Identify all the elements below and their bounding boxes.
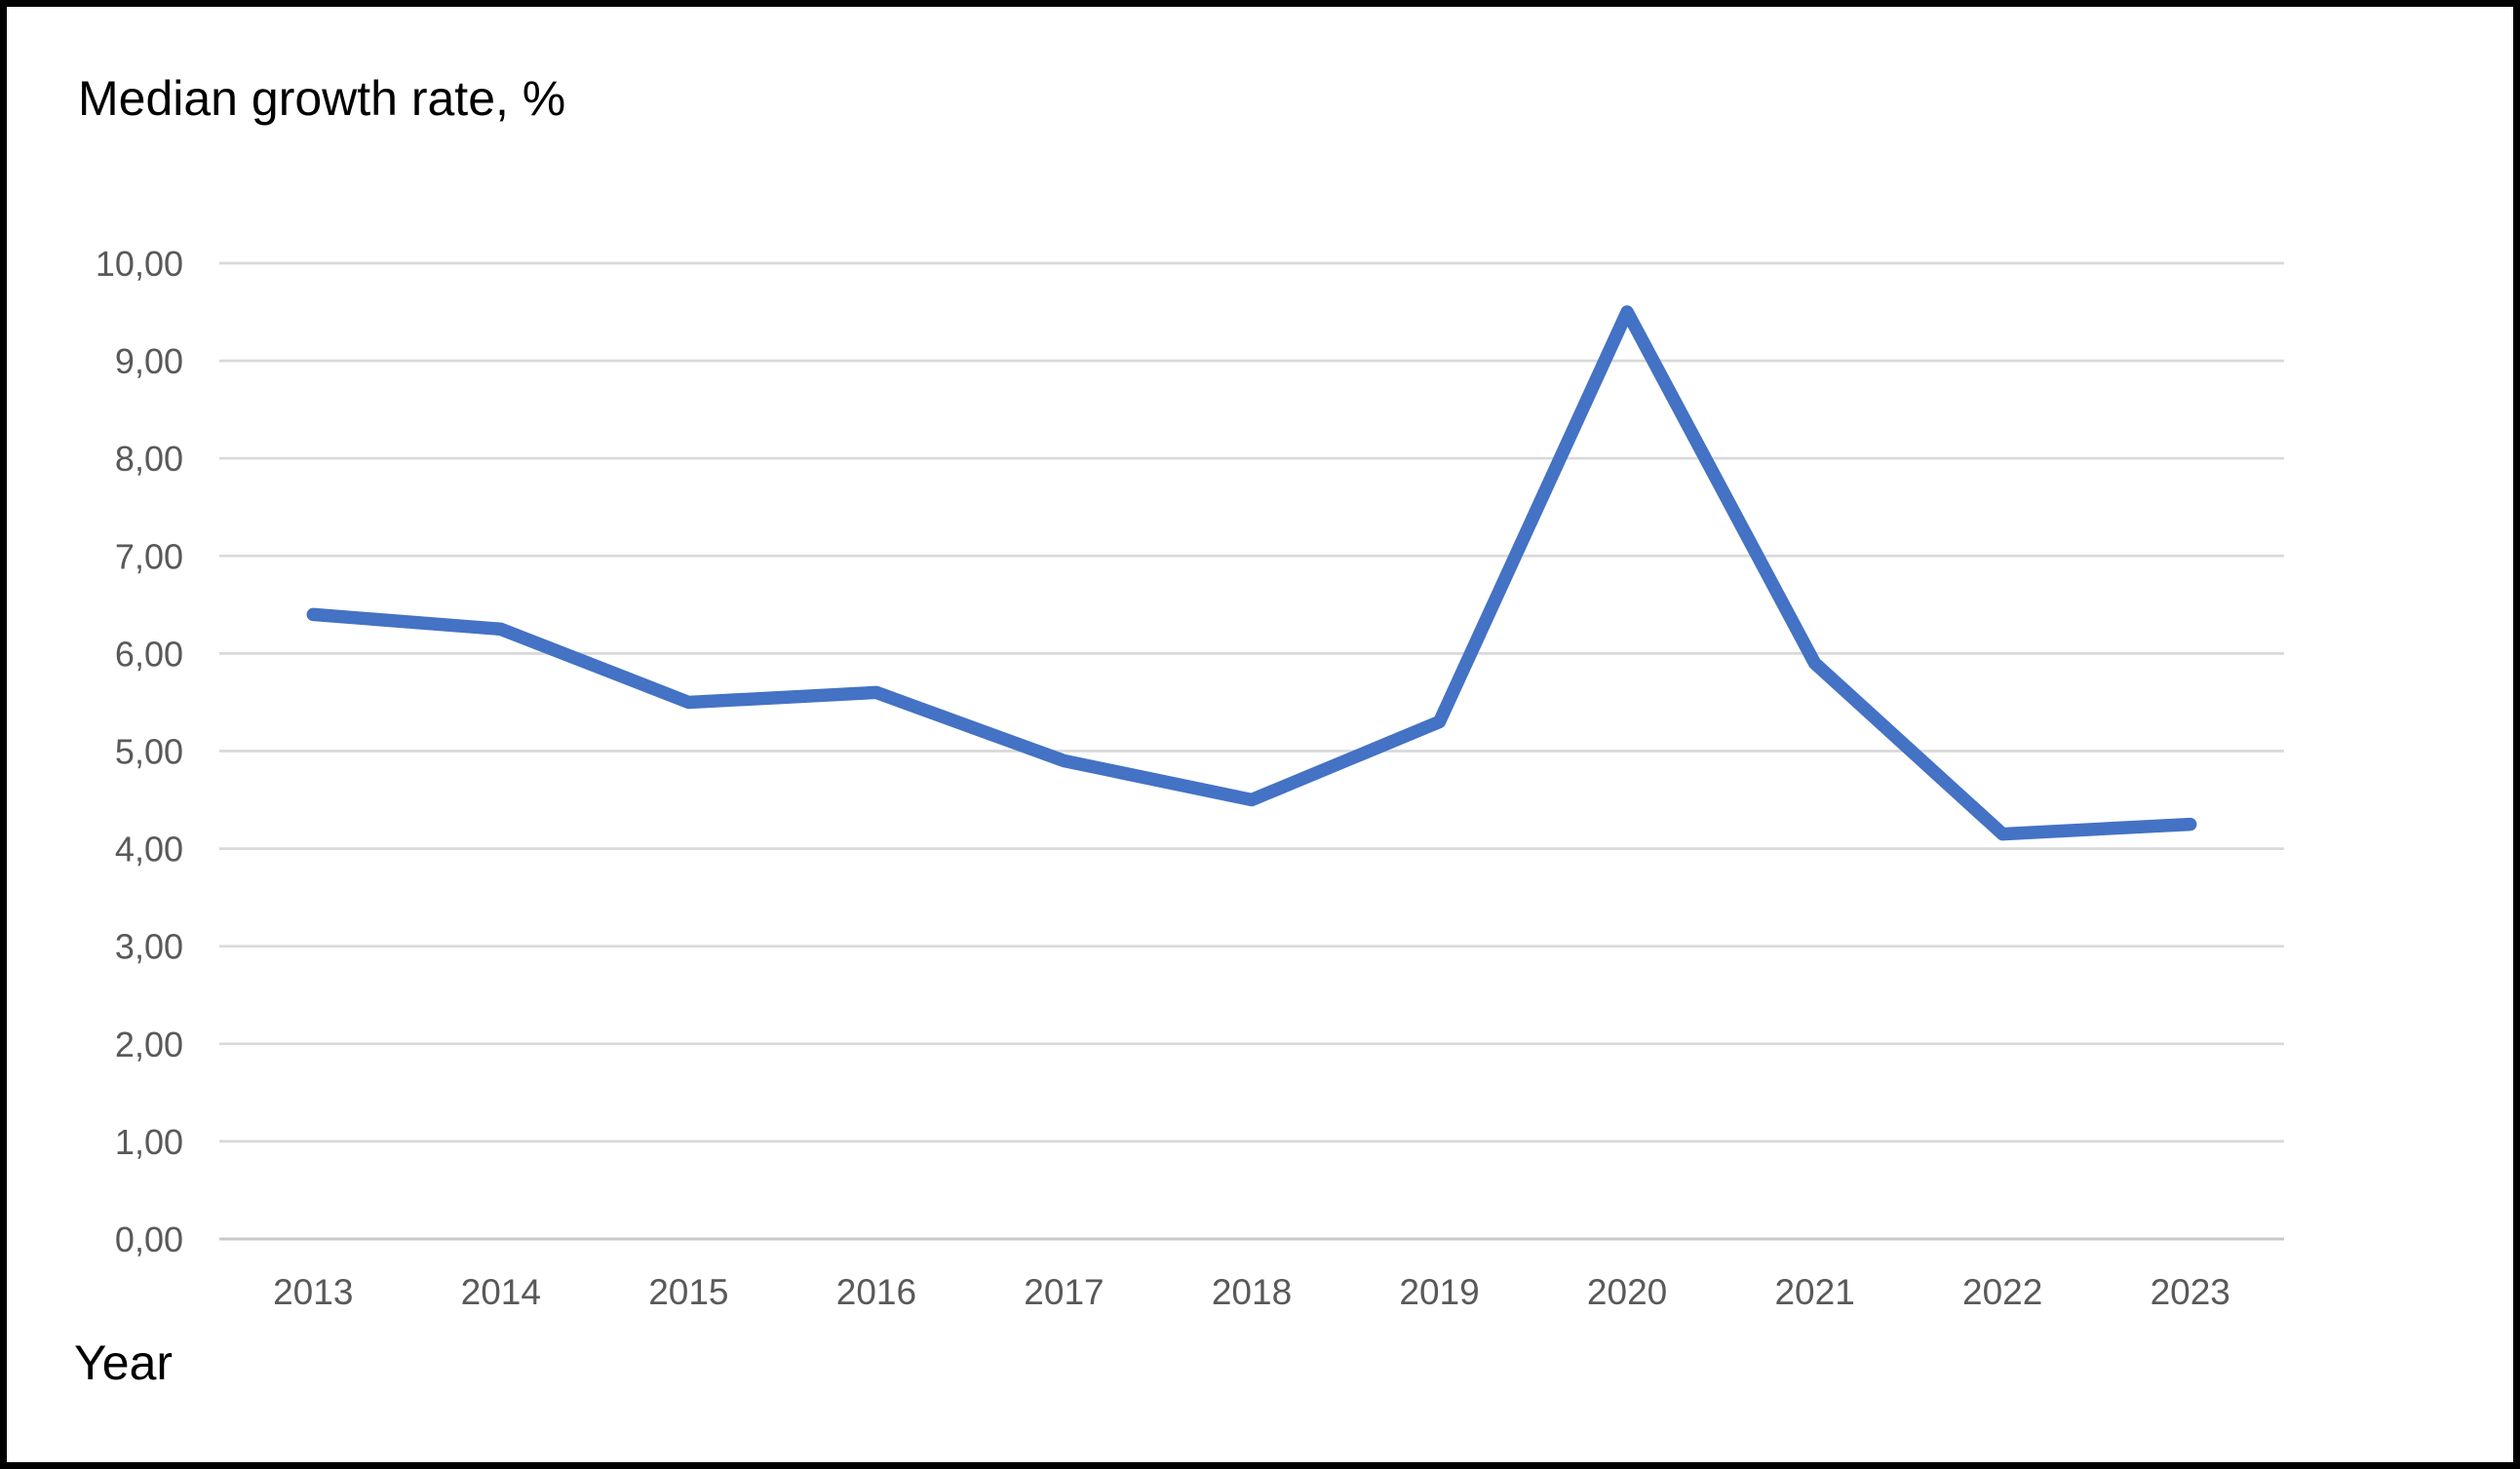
y-tick-label: 0,00 [115,1219,183,1259]
x-tick-label: 2014 [461,1272,541,1312]
x-tick-label: 2022 [1962,1272,2042,1312]
x-tick-label: 2018 [1212,1272,1292,1312]
x-tick-label: 2019 [1399,1272,1479,1312]
x-tick-label: 2021 [1774,1272,1854,1312]
x-tick-label: 2023 [2151,1272,2230,1312]
y-tick-label: 5,00 [115,732,183,772]
y-tick-label: 8,00 [115,439,183,479]
x-tick-label: 2017 [1024,1272,1104,1312]
y-tick-label: 1,00 [115,1122,183,1162]
x-tick-label: 2015 [648,1272,728,1312]
x-tick-label: 2020 [1587,1272,1667,1312]
x-tick-label: 2016 [836,1272,916,1312]
y-tick-label: 4,00 [115,830,183,870]
y-tick-label: 3,00 [115,927,183,967]
y-tick-label: 7,00 [115,536,183,576]
y-tick-label: 2,00 [115,1024,183,1064]
y-tick-label: 10,00 [96,244,183,284]
chart-title: Median growth rate, % [78,71,566,126]
y-tick-label: 6,00 [115,634,183,674]
series-line [306,305,2197,841]
x-tick-label: 2013 [273,1272,353,1312]
x-axis-title: Year [74,1335,174,1390]
y-tick-label: 9,00 [115,341,183,381]
